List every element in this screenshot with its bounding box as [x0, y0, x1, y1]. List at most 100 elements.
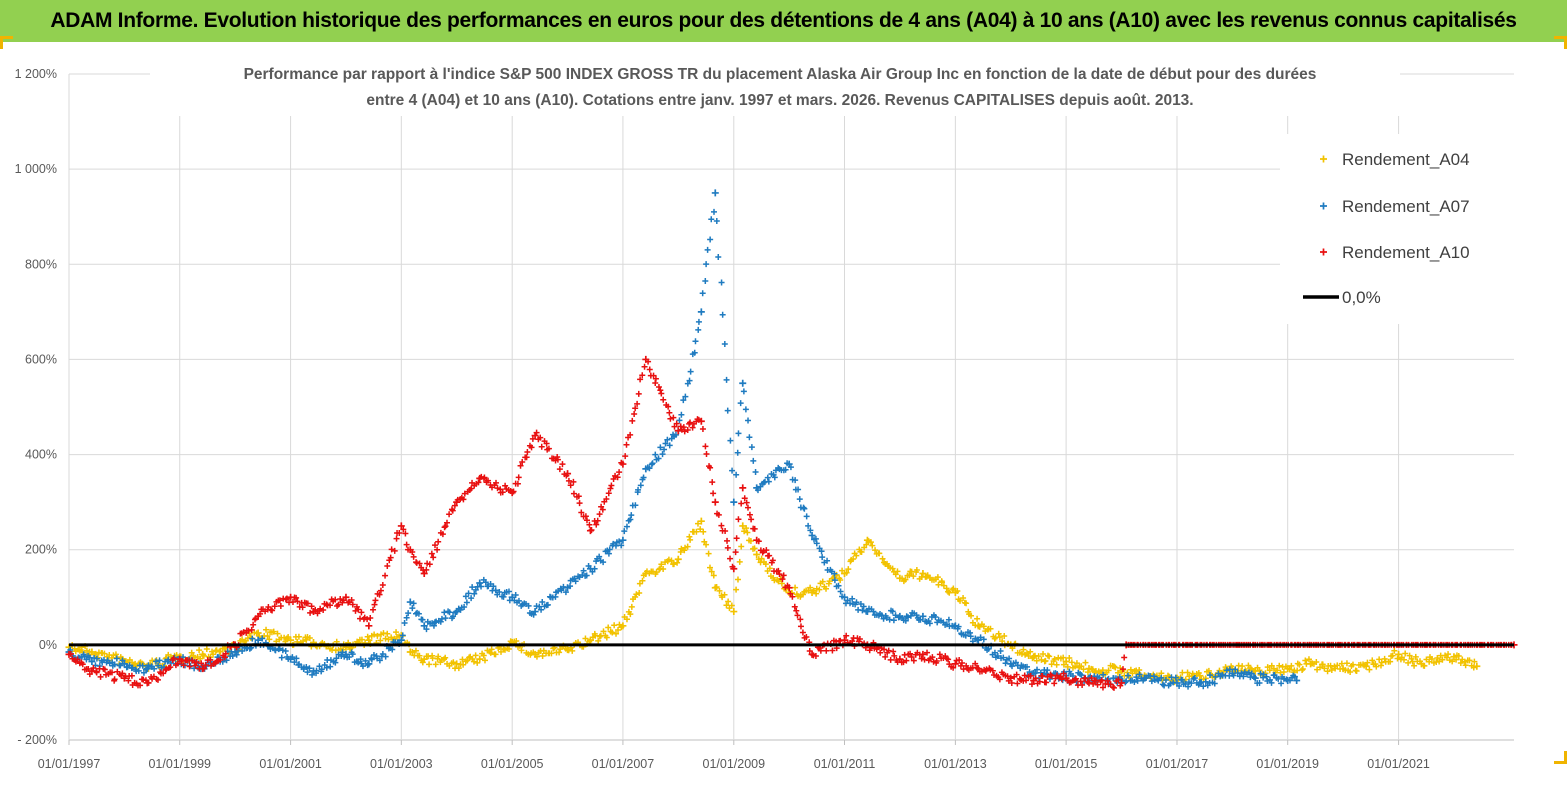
series-marker [523, 454, 530, 461]
series-marker [92, 650, 99, 657]
series-marker [295, 633, 302, 640]
series-marker [277, 603, 284, 610]
series-marker [1313, 658, 1320, 665]
series-marker [536, 603, 543, 610]
series-marker [684, 380, 691, 387]
series-marker [795, 486, 802, 493]
series-marker [892, 612, 899, 619]
series-marker [539, 653, 546, 660]
series-marker [1121, 654, 1128, 661]
header-banner: ADAM Informe. Evolution historique des p… [0, 0, 1567, 42]
series-marker [766, 552, 773, 559]
series-marker [890, 617, 897, 624]
series-marker [1349, 661, 1356, 668]
series-marker [1127, 666, 1134, 673]
data-point [476, 655, 484, 663]
series-marker [1046, 653, 1053, 660]
series-marker [93, 669, 100, 676]
series-marker [1151, 673, 1157, 680]
series-marker [592, 632, 599, 639]
series-marker [902, 617, 909, 624]
series-marker [145, 662, 152, 669]
series-marker [111, 676, 118, 683]
series-marker [1058, 676, 1065, 683]
series-marker [1206, 672, 1213, 679]
series-marker [752, 468, 759, 475]
series-marker [1353, 668, 1360, 675]
series-marker [448, 506, 455, 513]
series-marker [684, 427, 691, 434]
series-marker [945, 656, 952, 663]
series-marker [1060, 654, 1067, 661]
series-marker [758, 555, 765, 562]
series-marker [554, 456, 561, 463]
series-marker [416, 560, 423, 567]
series-marker [736, 558, 743, 565]
series-marker [746, 511, 753, 518]
series-marker [639, 577, 646, 584]
series-marker [582, 635, 589, 642]
series-marker [355, 659, 362, 666]
series-marker [803, 633, 810, 640]
series-marker [1257, 670, 1264, 677]
data-point [88, 658, 96, 666]
series-marker [672, 431, 679, 438]
series-marker [710, 490, 717, 497]
series-marker [359, 663, 366, 670]
series-marker [333, 655, 340, 662]
series-marker [442, 523, 449, 530]
series-marker [1027, 672, 1034, 679]
series-marker [582, 513, 589, 520]
series-marker [903, 657, 910, 664]
series-marker [1155, 677, 1162, 684]
series-marker [960, 594, 967, 601]
series-marker [985, 645, 992, 652]
series-marker [957, 662, 964, 669]
series-marker [738, 543, 745, 550]
series-marker [946, 589, 953, 596]
series-marker [372, 597, 379, 604]
data-point [508, 489, 516, 497]
data-point [863, 536, 871, 544]
y-tick-label: 600% [25, 352, 57, 366]
series-marker [771, 474, 778, 481]
series-marker [1000, 654, 1007, 661]
series-marker [446, 609, 453, 616]
chart-title-line-2: entre 4 (A04) et 10 ans (A10). Cotations… [366, 92, 1193, 109]
series-marker [455, 665, 462, 672]
series-marker [312, 606, 319, 613]
series-marker [396, 530, 403, 537]
series-marker [1020, 646, 1027, 653]
series-marker [391, 547, 398, 554]
series-marker [1012, 659, 1019, 666]
series-marker [843, 569, 850, 576]
series-marker [323, 664, 330, 671]
series-marker [364, 616, 371, 623]
series-marker [722, 527, 729, 534]
series-marker [155, 662, 162, 669]
series-marker [968, 612, 975, 619]
series-marker [618, 542, 625, 549]
series-marker [673, 420, 680, 427]
series-marker [1299, 665, 1306, 672]
series-marker [989, 667, 996, 674]
series-marker [468, 595, 475, 602]
series-marker [430, 554, 437, 561]
data-point [730, 498, 738, 506]
series-marker [1115, 676, 1122, 683]
series-marker [569, 647, 576, 654]
series-marker [977, 634, 984, 641]
series-marker [266, 636, 273, 643]
series-marker [293, 594, 300, 601]
series-marker [627, 431, 634, 438]
series-marker [283, 595, 290, 602]
series-marker [1291, 673, 1298, 680]
series-marker [823, 585, 830, 592]
data-point [1007, 674, 1015, 682]
series-marker [1038, 656, 1045, 663]
series-marker [1044, 667, 1051, 674]
series-marker [313, 667, 320, 674]
series-marker [789, 593, 796, 600]
legend-label: Rendement_A04 [1342, 150, 1470, 169]
series-marker [441, 524, 448, 531]
